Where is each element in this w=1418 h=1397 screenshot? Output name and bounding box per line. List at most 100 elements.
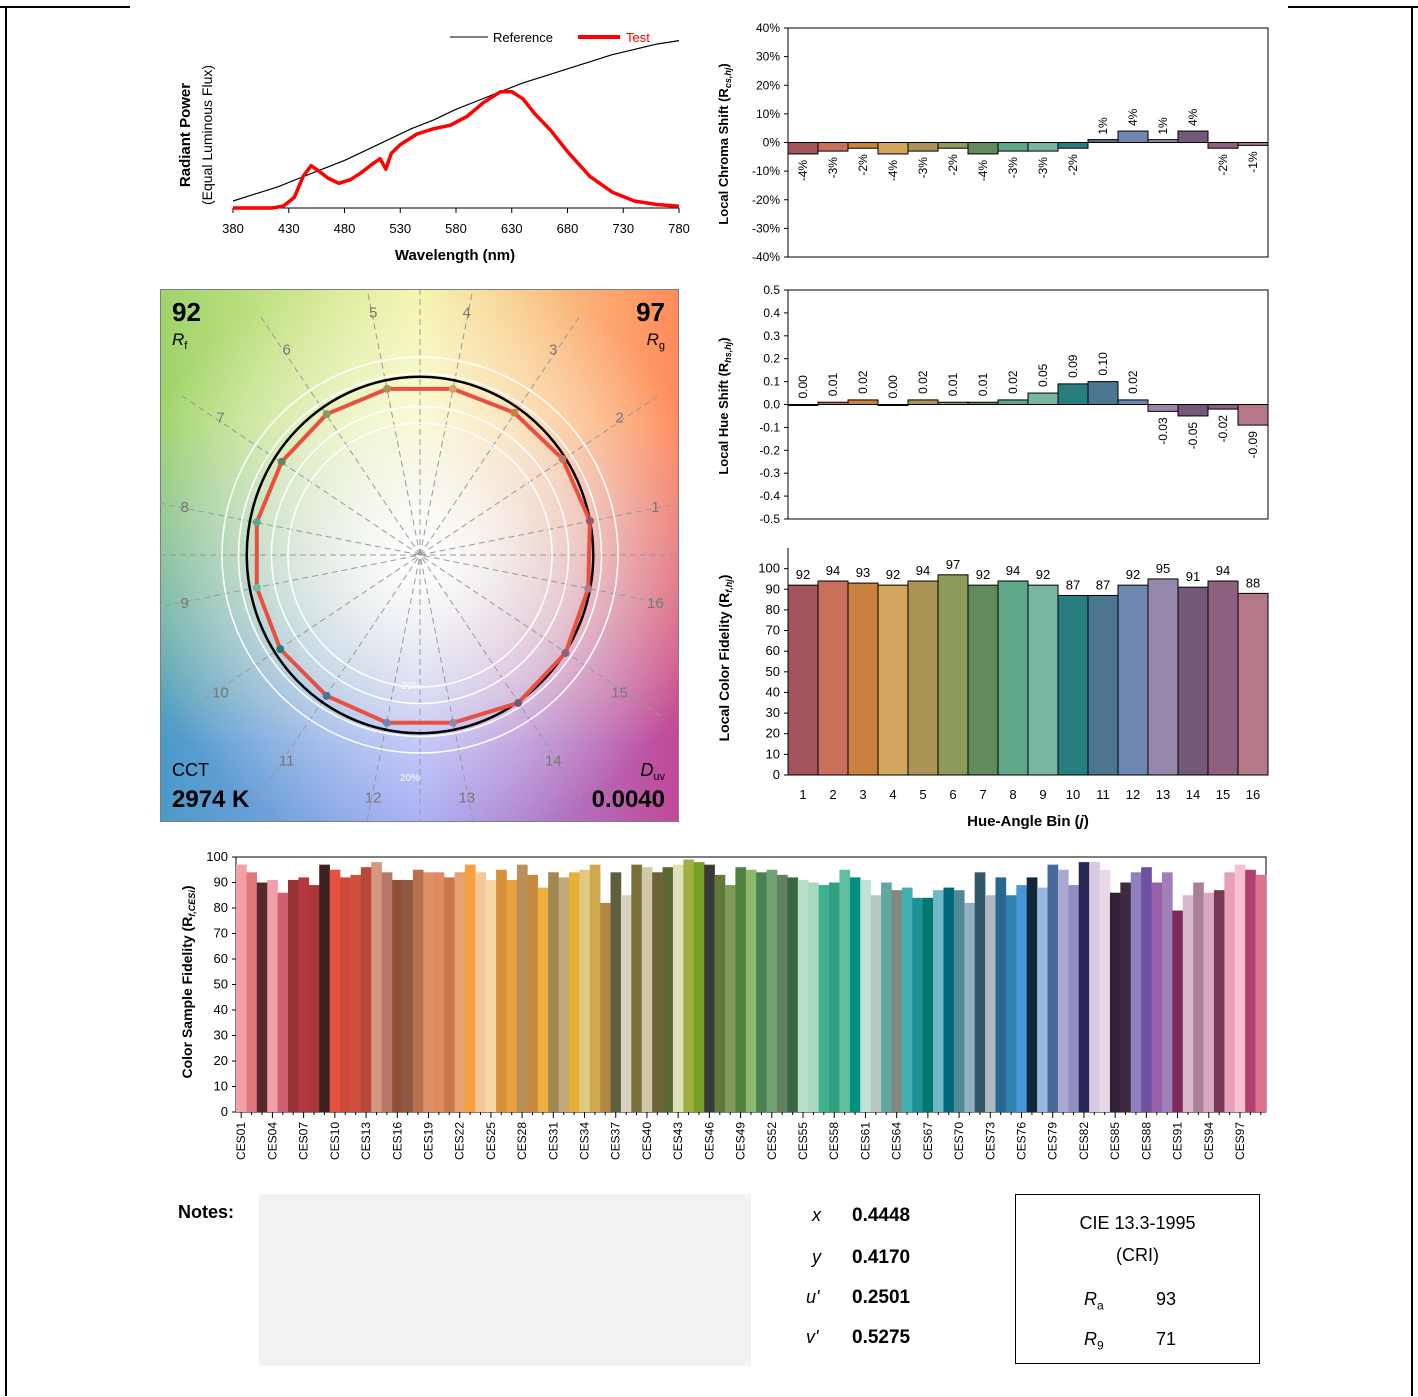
fid-y-label: Local Color Fidelity (Rf,hj): [716, 575, 734, 742]
ces-x-tick-label: CES94: [1202, 1122, 1216, 1160]
chroma-data-label: -2%: [856, 154, 870, 176]
spd-x-tick-label: 580: [445, 221, 467, 236]
hue-bar: [1207, 404, 1239, 410]
ces-bar: [1047, 864, 1059, 1112]
ces-bar: [527, 874, 539, 1112]
ces-bar: [371, 862, 382, 1112]
ces-bar: [1037, 887, 1048, 1112]
fid-y-tick-label: 50: [766, 664, 780, 679]
ces-bar: [444, 877, 455, 1112]
fid-bar: [1177, 586, 1209, 776]
ces-bar: [735, 867, 747, 1112]
hue-data-label: -0.03: [1156, 417, 1170, 445]
fid-data-label: 92: [1126, 567, 1140, 582]
ces-bar: [901, 887, 913, 1112]
fid-x-tick-label: 15: [1216, 787, 1230, 802]
fid-y-tick-label: 90: [766, 581, 780, 596]
hue-y-tick-label: -0.5: [759, 512, 780, 526]
fid-x-tick-label: 16: [1246, 787, 1260, 802]
fid-y-tick-label: 40: [766, 684, 780, 699]
vec-ring: [287, 422, 553, 688]
ces-bar: [360, 867, 372, 1112]
hue-data-label: 0.05: [1036, 363, 1050, 387]
ces-bar: [558, 877, 570, 1112]
ces-bar: [464, 864, 476, 1112]
y-value: 0.4170: [852, 1247, 911, 1268]
hue-data-label: 0.02: [916, 370, 930, 394]
ces-bar: [1089, 862, 1100, 1112]
hue-bar: [1057, 383, 1089, 405]
vec-bin-label: 3: [549, 341, 557, 358]
vec-arrow-marker: [382, 718, 391, 727]
fid-x-tick-label: 2: [829, 787, 836, 802]
cct-value: 2974 K: [172, 786, 250, 813]
ces-x-tick-label: CES91: [1171, 1122, 1185, 1160]
hue-data-label: 0.01: [826, 373, 840, 397]
ces-bar: [600, 902, 611, 1112]
fid-x-tick-label: 6: [949, 787, 956, 802]
chroma-bar: [907, 142, 939, 152]
ces-bar: [1141, 867, 1152, 1112]
fid-data-label: 92: [976, 567, 990, 582]
ces-x-tick-label: CES82: [1077, 1122, 1091, 1160]
ces-bar: [568, 872, 580, 1112]
chroma-data-label: -2%: [1066, 154, 1080, 176]
chroma-data-label: -4%: [886, 160, 900, 182]
ces-bar: [1193, 882, 1204, 1112]
ra-label: Ra: [1084, 1289, 1104, 1313]
ces-x-tick-label: CES34: [578, 1122, 592, 1160]
chroma-y-tick-label: -10%: [752, 164, 780, 178]
fid-y-tick-label: 100: [758, 561, 780, 576]
fid-bar: [847, 582, 879, 776]
hue-y-label: Local Hue Shift (Rhs,hj): [716, 337, 733, 474]
ces-bar: [454, 872, 466, 1112]
hue-y-tick-label: 0.4: [763, 306, 780, 320]
u-value: 0.2501: [852, 1287, 911, 1308]
ces-bar: [340, 877, 351, 1112]
ces-bar: [860, 879, 871, 1112]
fid-x-tick-label: 11: [1096, 787, 1110, 802]
ces-x-tick-label: CES37: [609, 1122, 623, 1160]
fid-bar: [817, 580, 849, 776]
fid-x-tick-label: 10: [1066, 787, 1080, 802]
rg-value: 97: [636, 297, 665, 327]
ces-bar: [485, 879, 497, 1112]
spd-x-tick-label: 780: [668, 221, 690, 236]
ces-y-tick-label: 40: [214, 1002, 228, 1017]
ces-x-tick-label: CES70: [952, 1122, 966, 1160]
cri-box: CIE 13.3-1995 (CRI) Ra 93 R9 71: [1015, 1194, 1260, 1364]
hue-data-label: -0.02: [1216, 415, 1230, 443]
ces-bar: [1172, 910, 1184, 1112]
ces-bar: [246, 872, 258, 1112]
fid-bar: [997, 580, 1029, 776]
ces-bar: [1224, 872, 1236, 1112]
ces-fidelity-chart: 0 10 20 30 40 50 60 70 80 90 100 CES01 CES04 CES07 CES…: [179, 849, 1267, 1160]
ces-bar: [412, 869, 424, 1112]
ces-x-tick-label: CES73: [983, 1122, 997, 1160]
vec-bin-label: 4: [463, 305, 471, 322]
vec-arrow-marker: [510, 408, 519, 417]
ces-bar: [808, 882, 819, 1112]
ces-x-tick-label: CES46: [702, 1122, 716, 1160]
ces-x-tick-label: CES43: [671, 1122, 685, 1160]
hue-bar: [1177, 404, 1209, 417]
ces-bar: [423, 872, 434, 1112]
hue-y-tick-label: -0.1: [759, 420, 780, 434]
ces-bar: [236, 864, 247, 1112]
notes-box[interactable]: [259, 1194, 751, 1366]
ces-bar: [548, 872, 559, 1112]
chroma-bar: [997, 142, 1029, 152]
ces-bar: [922, 897, 934, 1112]
ces-bar: [818, 885, 830, 1112]
fid-data-label: 91: [1186, 569, 1200, 584]
ces-x-tick-label: CES64: [890, 1122, 904, 1160]
ces-bar: [1130, 872, 1142, 1112]
ces-bar: [277, 892, 289, 1112]
ces-bar: [1057, 869, 1069, 1112]
ces-bar: [974, 872, 986, 1112]
chroma-data-label: -3%: [826, 157, 840, 179]
ces-bar: [1068, 885, 1080, 1112]
vec-bin-label: 16: [647, 595, 664, 612]
ces-y-tick-label: 70: [214, 926, 228, 941]
chroma-bar: [877, 142, 909, 155]
